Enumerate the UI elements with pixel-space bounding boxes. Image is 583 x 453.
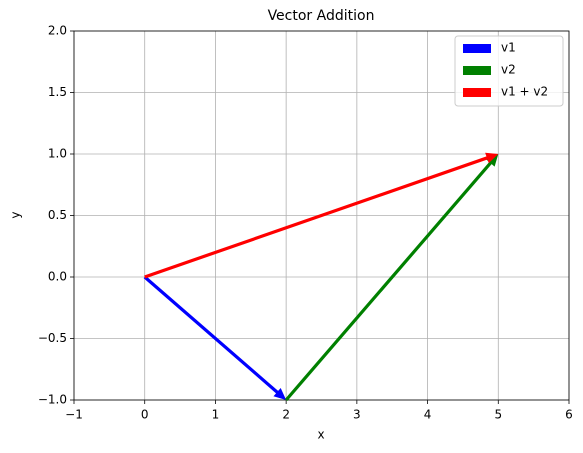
- x-tick-label: 5: [494, 408, 502, 422]
- legend-patch: [463, 66, 491, 75]
- x-tick-label: 6: [565, 408, 573, 422]
- x-tick-label: −1: [65, 408, 83, 422]
- vector-arrow: [143, 275, 287, 400]
- y-tick-label: −1.0: [38, 393, 67, 407]
- plot-frame: [73, 30, 570, 401]
- y-axis-label: y: [9, 211, 23, 218]
- legend-label: v1: [501, 41, 516, 55]
- legend-patch: [463, 88, 491, 97]
- y-tick-label: 0.5: [48, 208, 67, 222]
- x-tick-label: 1: [212, 408, 220, 422]
- legend-label: v2: [501, 63, 516, 77]
- legend-label: v1 + v2: [501, 85, 548, 99]
- x-tick-label: 0: [141, 408, 149, 422]
- x-tick-label: 4: [424, 408, 432, 422]
- y-tick-label: 2.0: [48, 24, 67, 38]
- vector-arrow: [284, 154, 499, 402]
- x-tick-label: 2: [282, 408, 290, 422]
- x-axis-label: x: [317, 428, 324, 442]
- y-tick-label: 1.0: [48, 147, 67, 161]
- vector-arrow: [144, 152, 499, 279]
- y-tick-label: 1.5: [48, 85, 67, 99]
- y-tick-label: 0.0: [48, 270, 67, 284]
- chart-title: Vector Addition: [268, 8, 375, 24]
- legend: v1 v2 v1 + v2: [454, 35, 564, 107]
- legend-patch: [463, 44, 491, 53]
- y-tick-label: −0.5: [38, 331, 67, 345]
- x-tick-label: 3: [353, 408, 361, 422]
